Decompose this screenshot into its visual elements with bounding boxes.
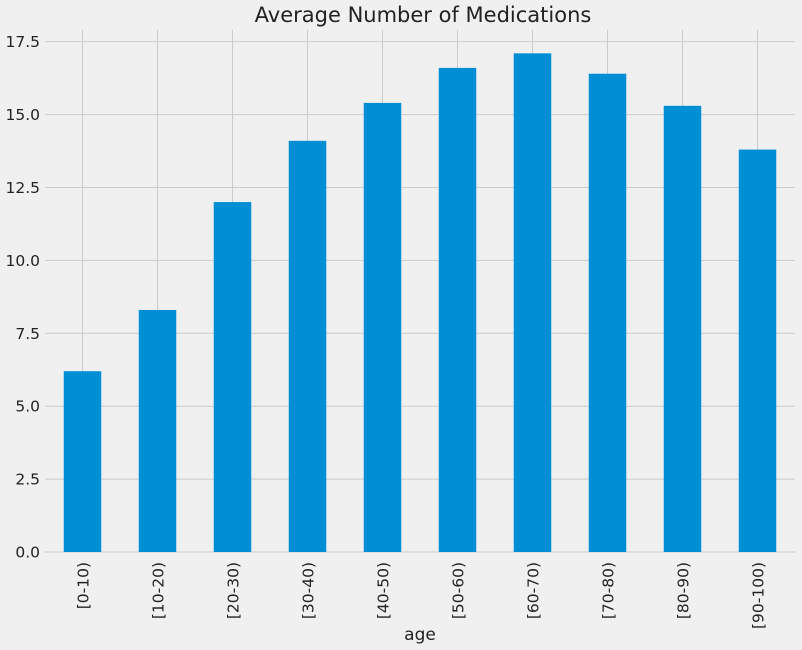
y-tick-label: 0.0 [15, 544, 40, 562]
y-tick-labels: 0.0 2.5 5.0 7.5 10.0 12.5 15.0 17.5 [5, 33, 40, 561]
x-tick-label: [40-50) [375, 562, 393, 619]
x-tick-label: [90-100) [750, 562, 768, 629]
x-tick-label: [30-40) [300, 562, 318, 619]
x-tick-label: [60-70) [525, 562, 543, 619]
bar-3 [288, 140, 327, 552]
x-axis-label: age [404, 625, 436, 645]
x-tick-label: [10-20) [150, 562, 168, 619]
y-tick-label: 17.5 [5, 33, 40, 51]
y-tick-label: 12.5 [5, 179, 40, 197]
bar-5 [438, 67, 477, 552]
y-tick-label: 5.0 [15, 398, 40, 416]
bar-4 [363, 102, 402, 552]
x-tick-labels: [0-10) [10-20) [20-30) [30-40) [40-50) [50-60… [75, 562, 768, 629]
y-tick-label: 15.0 [5, 106, 40, 124]
bar-7 [588, 73, 627, 553]
bar-6 [513, 53, 552, 552]
x-tick-label: [50-60) [450, 562, 468, 619]
y-tick-label: 10.0 [5, 252, 40, 270]
y-tick-label: 7.5 [15, 325, 40, 343]
x-tick-label: [20-30) [225, 562, 243, 619]
chart-title: Average Number of Medications [255, 3, 592, 27]
bar-9 [738, 149, 777, 552]
bar-0 [63, 371, 102, 552]
bar-2 [213, 202, 252, 553]
x-tick-label: [70-80) [600, 562, 618, 619]
bar-1 [138, 309, 177, 552]
x-tick-label: [80-90) [675, 562, 693, 619]
bars [63, 53, 777, 553]
x-tick-label: [0-10) [75, 562, 93, 609]
bar-8 [663, 105, 702, 552]
y-tick-label: 2.5 [15, 471, 40, 489]
